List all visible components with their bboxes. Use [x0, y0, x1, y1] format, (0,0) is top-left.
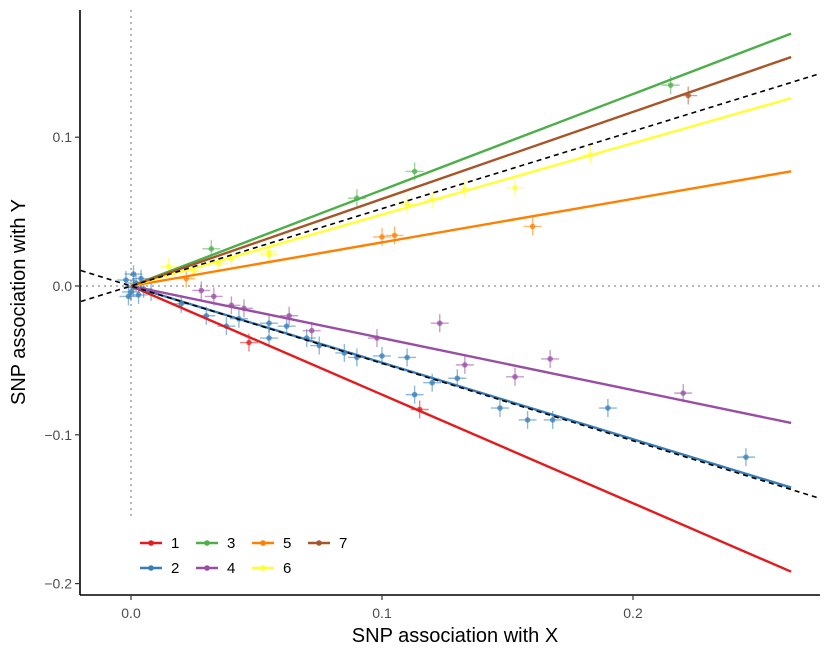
series-2-point-29 — [605, 405, 611, 411]
series-4-point-5 — [308, 327, 315, 334]
series-4-point-1 — [211, 293, 217, 300]
legend-key-point-3 — [204, 540, 210, 546]
series-2-point-23 — [411, 391, 418, 398]
x-axis-title: SNP association with X — [352, 625, 558, 647]
series-6-point-6 — [404, 201, 410, 207]
axes — [79, 10, 820, 596]
series-2-point-3 — [128, 289, 134, 295]
series-2-point-22 — [404, 354, 410, 361]
series-2-point-16 — [283, 323, 290, 329]
legend-entry-2: 2 — [140, 560, 179, 577]
series-2-point-28 — [549, 417, 556, 423]
legend-key-point-1 — [148, 540, 154, 546]
y-axis-title: SNP association with Y — [8, 199, 30, 405]
series-4-point-10 — [547, 356, 553, 362]
legend-entry-3: 3 — [196, 535, 235, 552]
series-5-point-2 — [391, 232, 398, 239]
legend-label-3: 3 — [227, 535, 235, 552]
plot-clipped-group — [80, 10, 820, 573]
legend-entry-5: 5 — [252, 535, 291, 552]
series-4-point-4 — [286, 312, 292, 319]
y-tick-label-2: 0.0 — [53, 278, 73, 294]
series-6-point-5 — [266, 248, 272, 255]
series-6-fit-line — [130, 97, 792, 288]
series-4-fit-line — [130, 284, 792, 425]
series-6-point-0 — [165, 263, 172, 270]
series-3-point-2 — [411, 168, 418, 175]
series-1-point-0 — [246, 339, 252, 346]
series-1-fit-line — [130, 284, 792, 573]
series-2-point-24 — [429, 379, 436, 386]
series-2-point-27 — [524, 417, 531, 423]
y-tick-label-3: 0.1 — [53, 129, 73, 145]
legend-label-7: 7 — [339, 535, 347, 552]
x-tick-label-1: 0.1 — [372, 605, 392, 621]
series-3-point-3 — [667, 82, 674, 88]
series-2-point-15 — [266, 335, 272, 341]
series-2-fit-line — [130, 284, 792, 489]
series-4-point-0 — [198, 287, 205, 294]
legend-label-1: 1 — [171, 535, 179, 552]
series-4-point-11 — [680, 390, 686, 396]
series-4-point-8 — [462, 362, 468, 368]
legend-key-point-5 — [260, 540, 266, 546]
legend-label-2: 2 — [171, 560, 179, 577]
legend-entry-1: 1 — [140, 535, 179, 552]
overall-fit-upper-dashed — [80, 72, 820, 303]
series-2-point-25 — [454, 375, 461, 382]
series-5-points — [177, 217, 542, 288]
series-2-point-21 — [379, 353, 385, 359]
legend: 1 2 3 4 5 6 7 — [140, 535, 347, 577]
series-5-fit-line — [130, 170, 792, 288]
series-2-point-1 — [123, 277, 129, 283]
series-4-point-7 — [436, 320, 443, 327]
series-5-point-3 — [529, 223, 536, 230]
legend-key-point-4 — [204, 565, 210, 571]
series-4-points — [192, 281, 693, 403]
legend-key-point-7 — [316, 540, 322, 546]
legend-entry-7: 7 — [308, 535, 347, 552]
legend-entry-6: 6 — [252, 560, 291, 577]
legend-label-6: 6 — [283, 560, 291, 577]
series-2-point-26 — [497, 405, 503, 411]
series-2-point-9 — [138, 275, 144, 282]
series-2-point-5 — [125, 293, 132, 300]
legend-label-5: 5 — [283, 535, 291, 552]
plot-area — [80, 10, 820, 573]
x-tick-label-0: 0.0 — [121, 605, 141, 621]
y-tick-label-0: −0.2 — [44, 576, 72, 592]
overall-fit-lower-dashed — [80, 269, 820, 500]
series-2-point-30 — [743, 454, 749, 460]
y-tick-label-1: −0.1 — [44, 427, 72, 443]
legend-entry-4: 4 — [196, 560, 235, 577]
legend-key-point-6 — [260, 565, 266, 571]
series-3-fit-line — [130, 32, 792, 288]
legend-key-point-2 — [148, 565, 154, 571]
x-tick-label-2: 0.2 — [623, 605, 643, 621]
legend-label-4: 4 — [227, 560, 235, 577]
series-2-point-0 — [130, 271, 137, 277]
series-6-point-9 — [512, 184, 518, 191]
series-3-point-0 — [208, 246, 215, 252]
series-2-point-14 — [266, 320, 272, 327]
series-4-point-9 — [512, 373, 518, 380]
series-7-fit-line — [130, 55, 792, 288]
series-5-point-1 — [379, 234, 385, 240]
ticks: 0.0 0.1 0.2 −0.2 −0.1 0.0 0.1 — [44, 129, 643, 621]
